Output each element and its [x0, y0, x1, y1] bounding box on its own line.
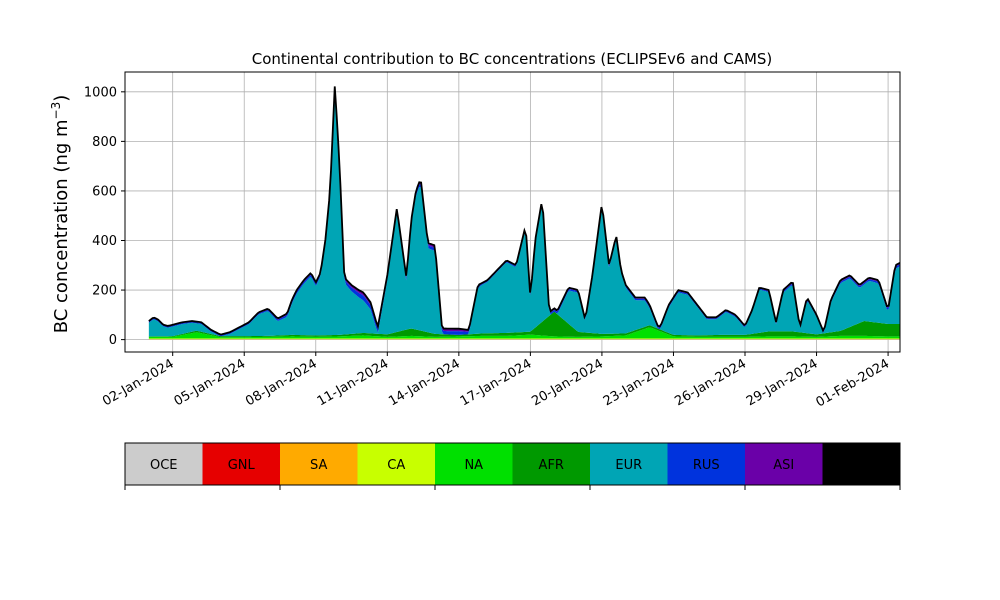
legend-label-na: NA [464, 458, 483, 473]
total-outline [148, 86, 901, 336]
legend-swatch-rus [667, 443, 746, 485]
y-axis-label-text: BC concentration (ng m−3) [49, 95, 72, 334]
y-ticks: 0 200 400 600 800 1000 [84, 85, 125, 348]
axes [124, 71, 901, 353]
chart-title: Continental contribution to BC concentra… [252, 50, 773, 68]
x-tick-label: 11-Jan-2024 [315, 356, 392, 409]
legend-label-sa: SA [310, 458, 327, 473]
legend-label-aus: AUS [848, 458, 875, 473]
legend-swatch-na [435, 443, 513, 485]
legend-swatch-afr [512, 443, 591, 485]
legend-frame [124, 442, 901, 486]
legend-swatch-oce [125, 443, 203, 485]
area-ca [148, 338, 901, 340]
legend-label-oce: OCE [150, 458, 178, 473]
x-tick-label: 01-Feb-2024 [814, 356, 893, 410]
x-tick-label: 05-Jan-2024 [172, 356, 249, 409]
y-tick-label: 400 [92, 234, 117, 249]
y-label-close: ) [51, 95, 72, 102]
y-tick-label: 800 [92, 135, 117, 150]
area-afr [148, 311, 901, 338]
x-tick-label: 26-Jan-2024 [672, 356, 749, 409]
y-tick-label: 1000 [84, 85, 117, 100]
legend-label-eur: EUR [615, 458, 642, 473]
y-axis-label: BC concentration (ng m−3) [49, 95, 72, 334]
legend-swatch-ca [357, 443, 436, 485]
y-tick-label: 600 [92, 184, 117, 199]
plot-frame [124, 71, 901, 353]
y-tick-label: 0 [109, 333, 117, 348]
x-tick-label: 14-Jan-2024 [386, 356, 463, 409]
x-tick-label: 17-Jan-2024 [458, 356, 535, 409]
legend-label-rus: RUS [693, 458, 720, 473]
x-tick-label: 02-Jan-2024 [100, 356, 177, 409]
x-tick-label: 20-Jan-2024 [529, 356, 606, 409]
x-tick-label: 23-Jan-2024 [601, 356, 678, 409]
legend-swatch-gnl [202, 443, 281, 485]
legend-swatch-sa [280, 443, 358, 485]
legend-label-asi: ASI [773, 458, 794, 473]
colorbar-legend: OCE GNL SA CA NA AFR EUR RUS ASI AUS [124, 442, 901, 490]
stacked-areas [148, 86, 901, 340]
legend-label-afr: AFR [539, 458, 564, 473]
x-ticks: 02-Jan-202405-Jan-202408-Jan-202411-Jan-… [100, 352, 892, 410]
area-na [148, 327, 901, 339]
y-label-sup: −3 [49, 102, 63, 120]
area-eur [148, 90, 901, 337]
legend-swatch-aus [822, 443, 901, 485]
x-tick-label: 08-Jan-2024 [243, 356, 320, 409]
legend-label-ca: CA [387, 458, 405, 473]
legend-swatch-eur [590, 443, 668, 485]
y-label-main: BC concentration (ng m [51, 119, 72, 333]
legend-label-gnl: GNL [228, 458, 256, 473]
y-tick-label: 200 [92, 284, 117, 299]
x-tick-label: 29-Jan-2024 [744, 356, 821, 409]
legend-swatch-asi [745, 443, 823, 485]
